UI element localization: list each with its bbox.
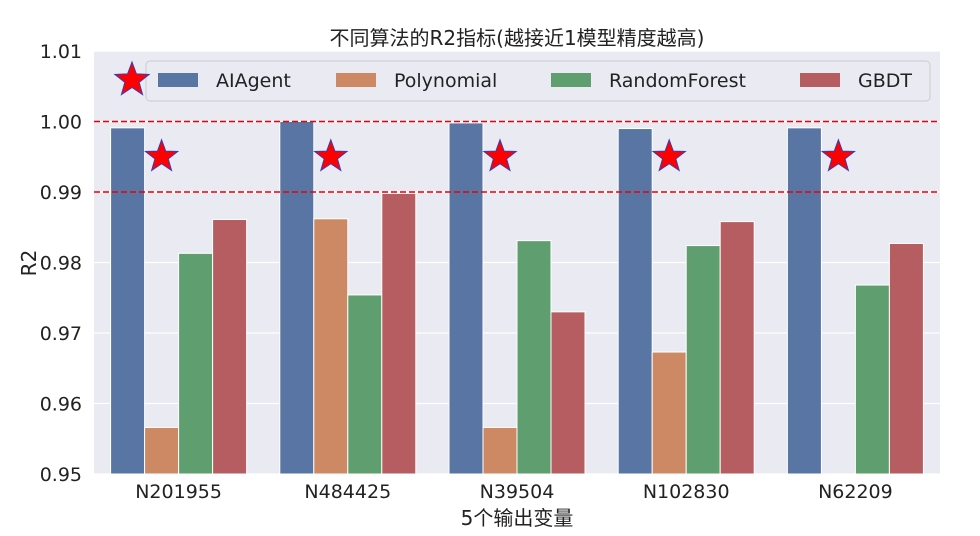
- star-marker-icon: [820, 138, 856, 172]
- bar-Polynomial-N201955: [144, 426, 180, 475]
- y-tick-label: 0.95: [40, 464, 82, 486]
- bar-GBDT-N39504: [550, 311, 586, 475]
- star-markers: [144, 138, 856, 172]
- bar-Polynomial-N484425: [313, 218, 349, 475]
- bar-RandomForest-N102830: [685, 245, 721, 475]
- legend-swatch-RandomForest: [551, 73, 591, 87]
- bar-Polynomial-N102830: [651, 351, 687, 475]
- x-axis-ticks: N201955 N484425 N39504 N102830 N62209: [135, 481, 893, 503]
- star-marker-icon: [144, 138, 180, 172]
- bar-RandomForest-N62209: [854, 284, 890, 475]
- legend-label: GBDT: [858, 70, 912, 92]
- reference-lines: [94, 120, 940, 193]
- legend: AIAgent Polynomial RandomForest GBDT: [113, 60, 931, 102]
- y-tick-label: 1.00: [40, 112, 82, 134]
- bar-RandomForest-N39504: [516, 240, 552, 475]
- star-legend-icon: [113, 60, 151, 96]
- legend-label: RandomForest: [609, 70, 746, 92]
- legend-label: AIAgent: [216, 70, 291, 92]
- bar-Polynomial-N39504: [482, 426, 518, 475]
- bar-AIAgent-N39504: [448, 122, 484, 475]
- x-tick-label: N62209: [818, 481, 893, 503]
- y-tick-label: 1.01: [40, 41, 82, 63]
- x-axis-label: 5个输出变量: [461, 506, 574, 530]
- bar-GBDT-N484425: [381, 192, 417, 475]
- x-tick-label: N39504: [480, 481, 555, 503]
- y-axis-ticks: 0.95 0.96 0.97 0.98 0.99 1.00 1.01: [40, 41, 82, 486]
- bar-GBDT-N62209: [888, 242, 924, 475]
- chart-title: 不同算法的R2指标(越接近1模型精度越高): [330, 26, 705, 50]
- legend-label: Polynomial: [394, 70, 497, 92]
- y-tick-label: 0.98: [40, 253, 82, 275]
- star-marker-icon: [313, 138, 349, 172]
- y-tick-label: 0.96: [40, 394, 82, 416]
- x-tick-label: N484425: [304, 481, 391, 503]
- bar-GBDT-N102830: [719, 221, 755, 475]
- bar-AIAgent-N102830: [617, 128, 653, 475]
- star-marker-icon: [482, 138, 518, 172]
- bars: [110, 121, 924, 475]
- bar-AIAgent-N62209: [786, 127, 822, 475]
- bar-AIAgent-N484425: [279, 121, 315, 475]
- bar-GBDT-N201955: [212, 218, 248, 475]
- y-tick-label: 0.97: [40, 323, 82, 345]
- bar-RandomForest-N484425: [347, 294, 383, 475]
- legend-swatch-AIAgent: [158, 73, 198, 87]
- x-tick-label: N201955: [135, 481, 222, 503]
- bar-RandomForest-N201955: [178, 252, 214, 475]
- legend-swatch-Polynomial: [336, 73, 376, 87]
- bar-AIAgent-N201955: [110, 127, 146, 475]
- legend-box: [145, 60, 931, 102]
- star-marker-icon: [651, 138, 687, 172]
- y-tick-label: 0.99: [40, 182, 82, 204]
- legend-swatch-GBDT: [800, 73, 840, 87]
- x-tick-label: N102830: [643, 481, 730, 503]
- y-axis-label: R2: [17, 250, 41, 277]
